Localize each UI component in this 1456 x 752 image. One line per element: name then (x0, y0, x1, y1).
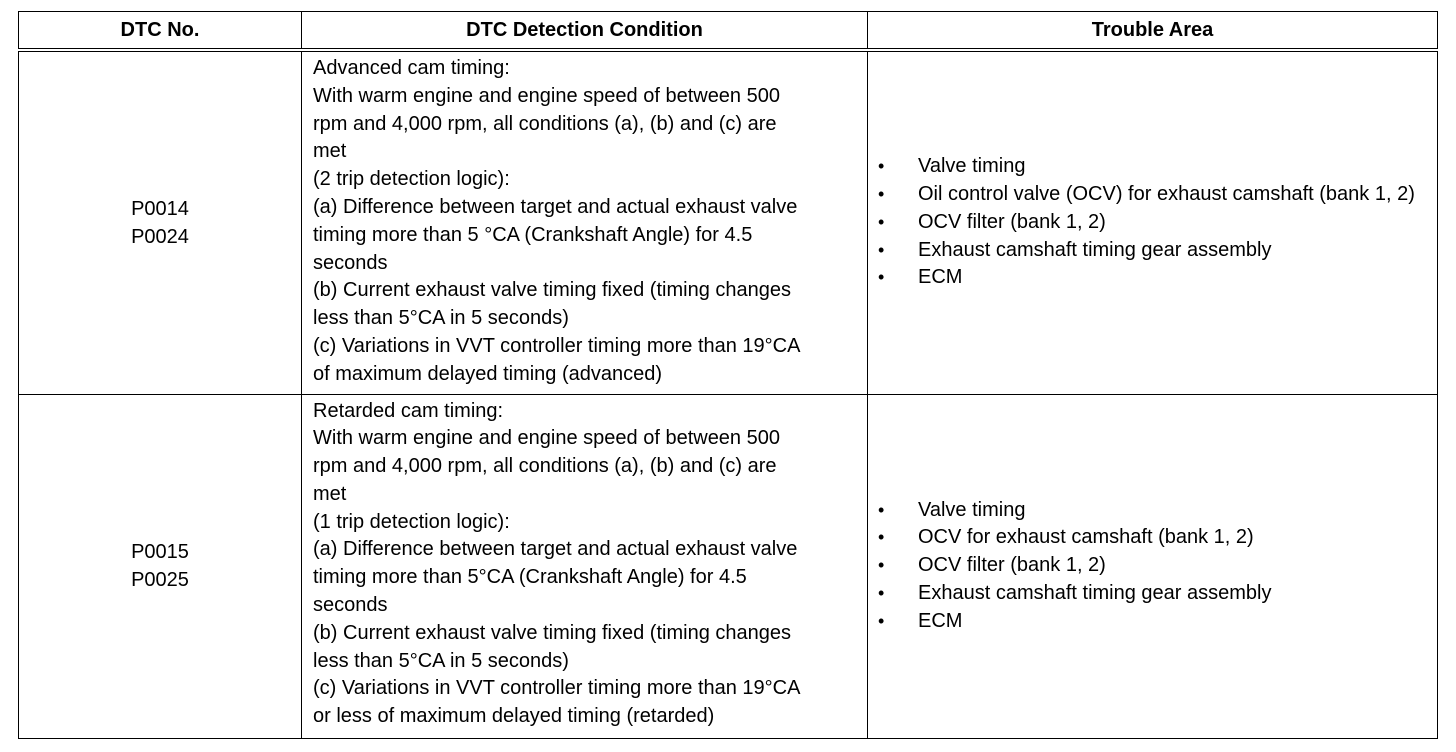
list-item: • Valve timing (874, 497, 1429, 525)
list-item: • OCV filter (bank 1, 2) (874, 552, 1429, 580)
trouble-area-item: Oil control valve (OCV) for exhaust cams… (918, 183, 1415, 206)
condition-line: (2 trip detection logic): (313, 168, 510, 191)
condition-line: With warm engine and engine speed of bet… (313, 427, 780, 450)
condition-line: seconds (313, 594, 388, 617)
list-item: • Exhaust camshaft timing gear assembly (874, 580, 1429, 608)
condition-line: timing more than 5 °CA (Crankshaft Angle… (313, 223, 753, 246)
bullet-icon: • (878, 555, 885, 576)
header-detection-condition: DTC Detection Condition (301, 11, 868, 52)
bullet-icon: • (878, 267, 885, 288)
trouble-area-list: • Valve timing • Oil control valve (OCV)… (874, 153, 1429, 292)
bullet-icon: • (878, 582, 885, 603)
trouble-area-item: OCV for exhaust camshaft (bank 1, 2) (918, 526, 1254, 549)
condition-line: met (313, 482, 347, 505)
condition-line: or less of maximum delayed timing (retar… (313, 705, 715, 728)
dtc-code-cell: P0014 P0024 (18, 49, 302, 395)
trouble-area-list: • Valve timing • OCV for exhaust camshaf… (874, 497, 1429, 636)
trouble-area-item: ECM (918, 266, 963, 289)
condition-line: (b) Current exhaust valve timing fixed (… (313, 621, 791, 644)
trouble-area-cell: • Valve timing • Oil control valve (OCV)… (867, 49, 1438, 395)
trouble-area-item: OCV filter (bank 1, 2) (918, 210, 1106, 233)
trouble-area-item: Exhaust camshaft timing gear assembly (918, 238, 1272, 261)
condition-line: (a) Difference between target and actual… (313, 195, 798, 218)
trouble-area-item: Valve timing (918, 498, 1026, 521)
list-item: • ECM (874, 264, 1429, 292)
detection-condition-cell: Advanced cam timing: With warm engine an… (301, 49, 868, 395)
header-dtc-no: DTC No. (18, 11, 302, 52)
dtc-code: P0024 (131, 225, 189, 248)
list-item: • Oil control valve (OCV) for exhaust ca… (874, 181, 1429, 209)
condition-line: (b) Current exhaust valve timing fixed (… (313, 279, 791, 302)
header-row: DTC No. DTC Detection Condition Trouble … (18, 11, 1438, 52)
condition-line: less than 5°CA in 5 seconds) (313, 649, 569, 672)
condition-line: rpm and 4,000 rpm, all conditions (a), (… (313, 455, 777, 478)
condition-line: Advanced cam timing: (313, 57, 510, 79)
dtc-code-cell: P0015 P0025 (18, 393, 302, 739)
condition-line: of maximum delayed timing (advanced) (313, 362, 663, 385)
dtc-table: DTC No. DTC Detection Condition Trouble … (18, 11, 1438, 739)
condition-line: With warm engine and engine speed of bet… (313, 84, 780, 107)
bullet-icon: • (878, 527, 885, 548)
condition-line: (c) Variations in VVT controller timing … (313, 677, 801, 700)
table-row: P0014 P0024 Advanced cam timing: With wa… (18, 49, 1438, 395)
condition-line: (1 trip detection logic): (313, 510, 510, 533)
condition-line: met (313, 140, 347, 163)
list-item: • Valve timing (874, 153, 1429, 181)
condition-line: (a) Difference between target and actual… (313, 538, 798, 561)
list-item: • OCV for exhaust camshaft (bank 1, 2) (874, 524, 1429, 552)
condition-line: less than 5°CA in 5 seconds) (313, 307, 569, 330)
condition-line: Retarded cam timing: (313, 399, 504, 422)
trouble-area-item: Exhaust camshaft timing gear assembly (918, 581, 1272, 604)
header-trouble-area: Trouble Area (867, 11, 1438, 52)
condition-line: rpm and 4,000 rpm, all conditions (a), (… (313, 112, 777, 135)
bullet-icon: • (878, 156, 885, 177)
bullet-icon: • (878, 184, 885, 205)
trouble-area-item: OCV filter (bank 1, 2) (918, 554, 1106, 577)
trouble-area-cell: • Valve timing • OCV for exhaust camshaf… (867, 393, 1438, 739)
condition-line: seconds (313, 251, 388, 274)
list-item: • Exhaust camshaft timing gear assembly (874, 237, 1429, 265)
condition-line: (c) Variations in VVT controller timing … (313, 334, 801, 357)
trouble-area-item: ECM (918, 609, 963, 632)
detection-condition-cell: Retarded cam timing: With warm engine an… (301, 393, 868, 739)
list-item: • ECM (874, 608, 1429, 636)
table-row: P0015 P0025 Retarded cam timing: With wa… (18, 393, 1438, 739)
trouble-area-item: Valve timing (918, 155, 1026, 178)
list-item: • OCV filter (bank 1, 2) (874, 209, 1429, 237)
condition-line: timing more than 5°CA (Crankshaft Angle)… (313, 566, 747, 589)
bullet-icon: • (878, 499, 885, 520)
bullet-icon: • (878, 239, 885, 260)
dtc-code: P0015 (131, 541, 189, 563)
bullet-icon: • (878, 211, 885, 232)
bullet-icon: • (878, 610, 885, 631)
dtc-code: P0025 (131, 569, 189, 591)
dtc-code: P0014 (131, 197, 189, 220)
